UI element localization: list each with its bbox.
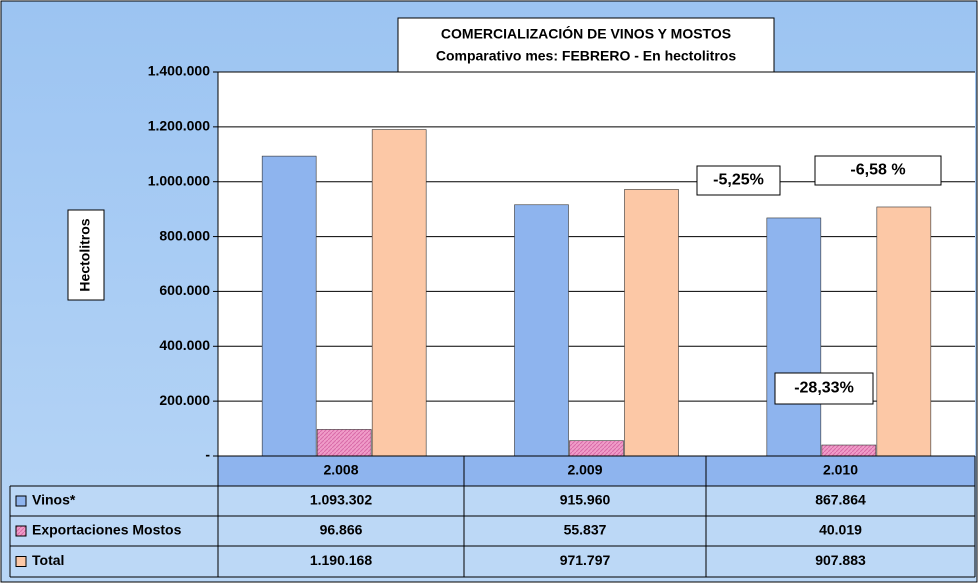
value-label: 96.866 xyxy=(320,522,363,538)
y-tick-label: - xyxy=(205,447,210,463)
value-label: 867.864 xyxy=(815,492,866,508)
bar xyxy=(371,129,427,457)
value-label: 907.883 xyxy=(815,552,866,568)
bar xyxy=(624,189,679,457)
value-label: 915.960 xyxy=(560,492,611,508)
annotation-box xyxy=(774,372,874,405)
chart-subtitle: Comparativo mes: FEBRERO - En hectolitro… xyxy=(436,48,736,64)
x-tick-label: 2.010 xyxy=(823,462,858,478)
y-tick-label: 200.000 xyxy=(159,392,210,408)
x-tick-label: 2.008 xyxy=(323,462,358,478)
legend-swatch xyxy=(15,556,27,567)
annotation-box xyxy=(814,155,942,186)
y-tick-label: 1.000.000 xyxy=(148,172,210,188)
bar xyxy=(261,155,317,457)
chart-title: COMERCIALIZACIÓN DE VINOS Y MOSTOS xyxy=(441,25,731,42)
value-label: 1.093.302 xyxy=(310,492,372,508)
bar xyxy=(316,429,372,457)
value-label: 971.797 xyxy=(560,552,611,568)
y-tick-label: 800.000 xyxy=(159,227,210,243)
annotation: -6,58 % xyxy=(850,162,905,179)
legend-label: Vinos* xyxy=(32,492,76,508)
table-body-bg xyxy=(10,486,975,577)
annotation: -28,33% xyxy=(794,380,854,397)
legend-swatch xyxy=(15,495,27,507)
y-label-box xyxy=(67,209,105,301)
legend-swatch xyxy=(15,525,27,537)
value-label: 40.019 xyxy=(819,522,862,538)
annotation: -5,25% xyxy=(713,172,764,189)
y-tick-label: 400.000 xyxy=(159,337,210,353)
value-label: 55.837 xyxy=(564,522,607,538)
value-label: 1.190.168 xyxy=(310,552,372,568)
legend-label: Exportaciones Mostos xyxy=(32,522,182,538)
bar xyxy=(766,217,822,457)
x-tick-label: 2.009 xyxy=(567,462,602,478)
legend-label: Total xyxy=(32,552,64,568)
annotation-box xyxy=(696,165,781,196)
bar xyxy=(569,440,624,457)
y-tick-label: 1.400.000 xyxy=(148,63,210,79)
bar xyxy=(876,206,932,457)
bar xyxy=(514,204,569,457)
y-axis-label: Hectolitros xyxy=(77,218,93,291)
bar xyxy=(821,444,877,457)
title-box xyxy=(397,17,775,73)
table-header-bg xyxy=(218,456,975,486)
y-tick-label: 1.200.000 xyxy=(148,118,210,134)
y-tick-label: 600.000 xyxy=(159,282,210,298)
